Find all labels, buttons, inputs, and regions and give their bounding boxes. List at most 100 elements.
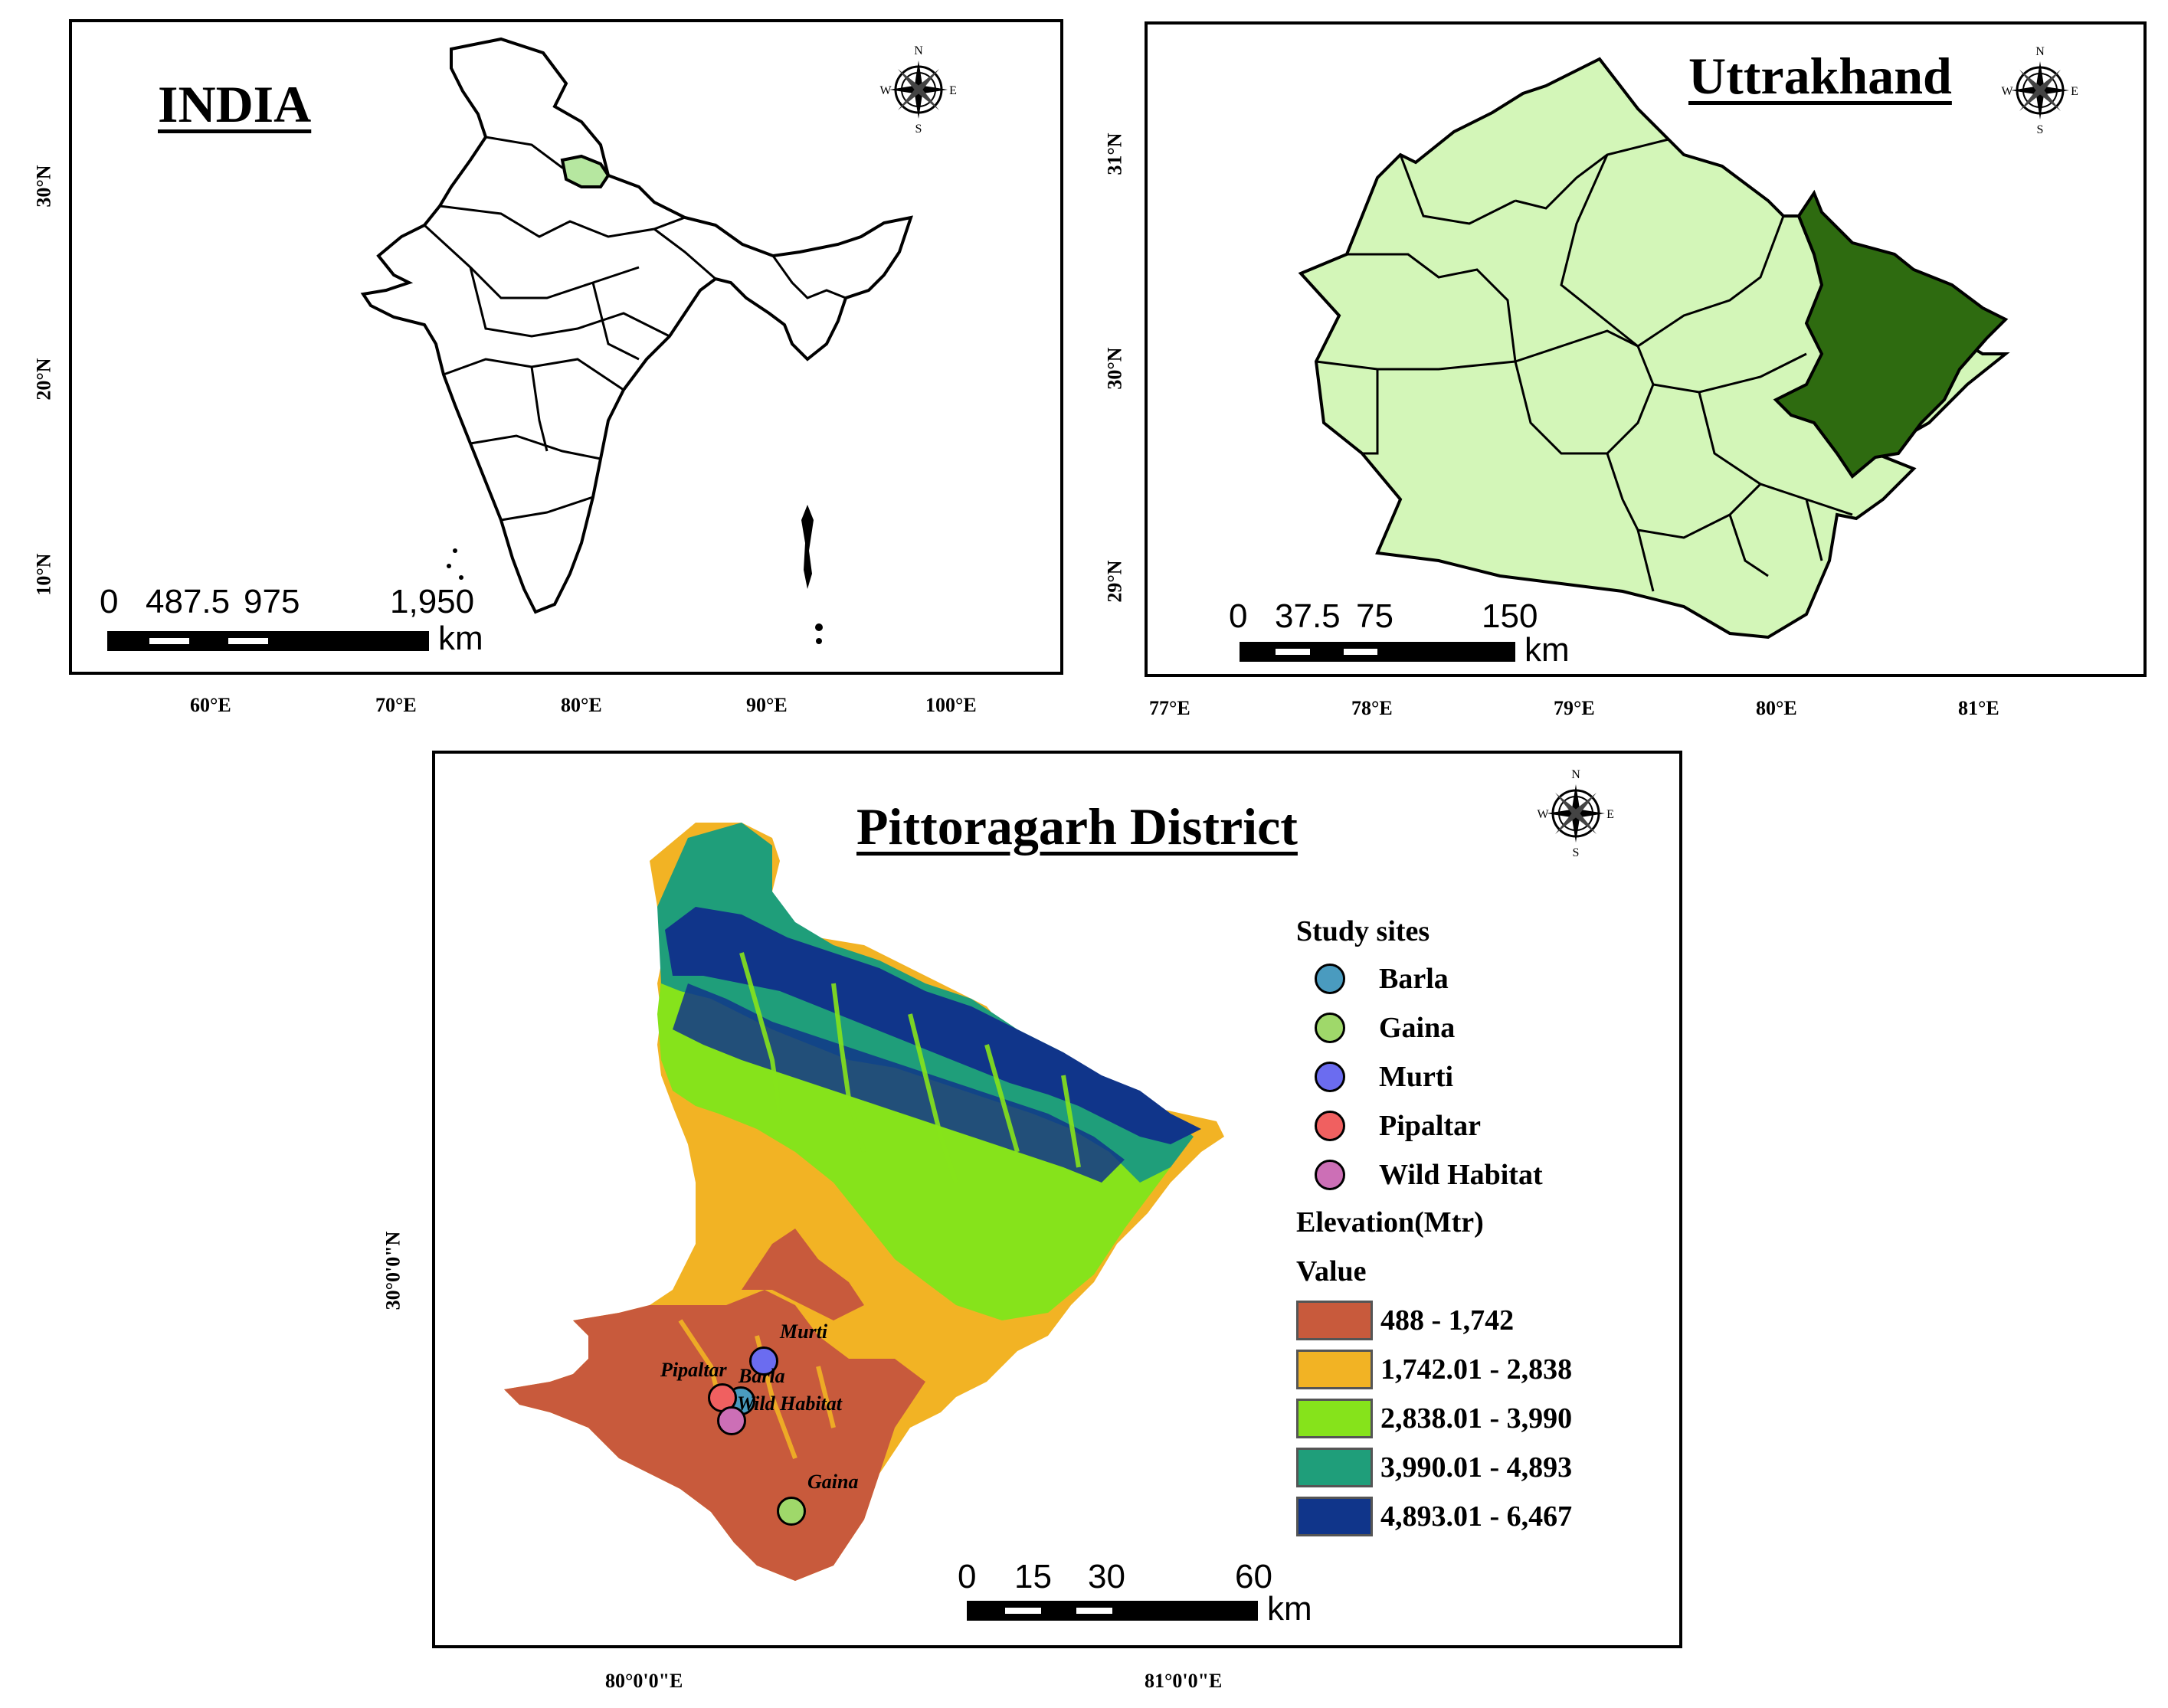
svg-text:W: W — [2001, 85, 2013, 98]
uk-lat-30: 30°N — [1103, 347, 1126, 390]
uk-scale-0: 0 — [1229, 597, 1248, 635]
uk-lon-77: 77°E — [1149, 697, 1190, 719]
svg-text:S: S — [1573, 846, 1580, 859]
site-marker-wild-habitat — [717, 1406, 746, 1435]
pg-lon-80: 80°0'0"E — [605, 1670, 683, 1692]
legend-swatch-5 — [1296, 1497, 1373, 1536]
legend-class-3: 2,838.01 - 3,990 — [1296, 1399, 1572, 1438]
legend-value-heading: Value — [1296, 1255, 1367, 1288]
legend-swatch-3 — [1296, 1399, 1373, 1438]
legend-class-1: 488 - 1,742 — [1296, 1301, 1514, 1340]
uttrakhand-compass-icon: N S W E — [2001, 45, 2078, 136]
uttrakhand-map-panel: Uttrakhand N — [1145, 21, 2147, 677]
site-label-murti: Murti — [780, 1320, 828, 1343]
legend-label-pipaltar: Pipaltar — [1379, 1110, 1481, 1142]
india-outline — [360, 37, 913, 644]
pg-lon-81: 81°0'0"E — [1145, 1670, 1223, 1692]
legend-dot-pipaltar — [1315, 1111, 1345, 1141]
site-marker-gaina — [777, 1497, 806, 1526]
legend-site-wild-habitat: Wild Habitat — [1315, 1158, 1543, 1192]
india-scale-2: 975 — [244, 583, 300, 620]
legend-label-wild-habitat: Wild Habitat — [1379, 1159, 1543, 1191]
pg-scale-1: 15 — [1014, 1558, 1052, 1595]
pg-scale-unit: km — [1267, 1590, 1312, 1628]
uk-lon-80: 80°E — [1756, 697, 1797, 719]
site-label-gaina: Gaina — [807, 1471, 859, 1493]
svg-text:E: E — [2071, 85, 2078, 98]
uk-scale-unit: km — [1524, 631, 1570, 669]
svg-text:N: N — [1571, 768, 1580, 781]
svg-text:S: S — [2037, 123, 2044, 136]
uk-lon-79: 79°E — [1554, 697, 1595, 719]
legend-swatch-2 — [1296, 1350, 1373, 1389]
pg-scale-bar — [967, 1601, 1258, 1621]
legend-label-murti: Murti — [1379, 1061, 1454, 1093]
legend-class-2: 1,742.01 - 2,838 — [1296, 1350, 1572, 1389]
site-label-barla: Barla — [738, 1365, 785, 1387]
svg-text:N: N — [2035, 45, 2045, 58]
legend-range-2: 1,742.01 - 2,838 — [1380, 1353, 1573, 1386]
pg-scale-3: 60 — [1235, 1558, 1272, 1595]
india-scale-0: 0 — [100, 583, 119, 620]
uk-scale-2: 75 — [1356, 597, 1393, 635]
india-lon-60: 60°E — [190, 694, 231, 716]
legend-range-1: 488 - 1,742 — [1380, 1304, 1515, 1337]
legend-sites-heading: Study sites — [1296, 915, 1430, 947]
uttrakhand-title: Uttrakhand — [1688, 47, 1952, 105]
legend-elevation-heading: Elevation(Mtr) — [1296, 1206, 1484, 1238]
legend-swatch-4 — [1296, 1448, 1373, 1487]
legend-swatch-1 — [1296, 1301, 1373, 1340]
legend-dot-barla — [1315, 964, 1345, 994]
uk-lat-29: 29°N — [1103, 560, 1126, 603]
india-scale-bar — [107, 631, 429, 651]
site-label-pipaltar: Pipaltar — [660, 1359, 727, 1381]
legend-range-5: 4,893.01 - 6,467 — [1380, 1500, 1573, 1533]
india-scale-3: 1,950 — [390, 583, 475, 620]
india-scale-1: 487.5 — [146, 583, 231, 620]
legend-class-4: 3,990.01 - 4,893 — [1296, 1448, 1572, 1487]
india-scale-unit: km — [438, 620, 483, 657]
pg-lat-30: 30°0'0"N — [382, 1231, 404, 1310]
india-lon-70: 70°E — [375, 694, 417, 716]
legend-site-barla: Barla — [1315, 962, 1449, 996]
compass-n: N — [914, 44, 923, 57]
svg-text:E: E — [1606, 808, 1614, 821]
legend-label-barla: Barla — [1379, 963, 1449, 995]
compass-s: S — [915, 123, 922, 136]
uk-lon-78: 78°E — [1351, 697, 1393, 719]
india-lat-20: 20°N — [32, 358, 55, 401]
pg-scale-0: 0 — [958, 1558, 977, 1595]
pittoragarh-compass-icon: N S W E — [1537, 768, 1613, 859]
legend-class-5: 4,893.01 - 6,467 — [1296, 1497, 1572, 1536]
legend-dot-wild-habitat — [1315, 1160, 1345, 1190]
uttrakhand-outline — [1298, 57, 2010, 640]
legend-label-gaina: Gaina — [1379, 1012, 1456, 1044]
site-marker-murti — [749, 1346, 778, 1376]
legend-site-pipaltar: Pipaltar — [1315, 1109, 1481, 1143]
pittoragarh-title: Pittoragarh District — [856, 797, 1298, 856]
compass-w: W — [879, 84, 892, 97]
svg-text:W: W — [1537, 808, 1549, 821]
india-lon-90: 90°E — [746, 694, 788, 716]
india-lon-100: 100°E — [925, 694, 977, 716]
india-lat-10: 10°N — [32, 553, 55, 596]
legend-site-murti: Murti — [1315, 1060, 1453, 1094]
uk-scale-3: 150 — [1482, 597, 1538, 635]
uk-lon-81: 81°E — [1958, 697, 1999, 719]
legend-range-3: 2,838.01 - 3,990 — [1380, 1402, 1573, 1435]
uk-scale-1: 37.5 — [1275, 597, 1341, 635]
uk-scale-bar — [1240, 642, 1515, 662]
elevation-map — [504, 823, 1224, 1581]
india-title: INDIA — [158, 75, 312, 133]
legend-site-gaina: Gaina — [1315, 1011, 1455, 1045]
india-compass-icon: N S W E — [879, 44, 956, 136]
india-lat-30: 30°N — [32, 165, 55, 208]
uk-lat-31: 31°N — [1103, 133, 1126, 175]
legend-dot-gaina — [1315, 1013, 1345, 1043]
pittoragarh-map-panel: Pittoragarh District Murti Pipaltar — [432, 751, 1682, 1648]
compass-e: E — [949, 84, 957, 97]
legend-dot-murti — [1315, 1062, 1345, 1092]
india-lon-80: 80°E — [561, 694, 602, 716]
site-label-wild-habitat: Wild Habitat — [737, 1392, 842, 1415]
india-map-panel: INDIA N — [69, 19, 1063, 675]
